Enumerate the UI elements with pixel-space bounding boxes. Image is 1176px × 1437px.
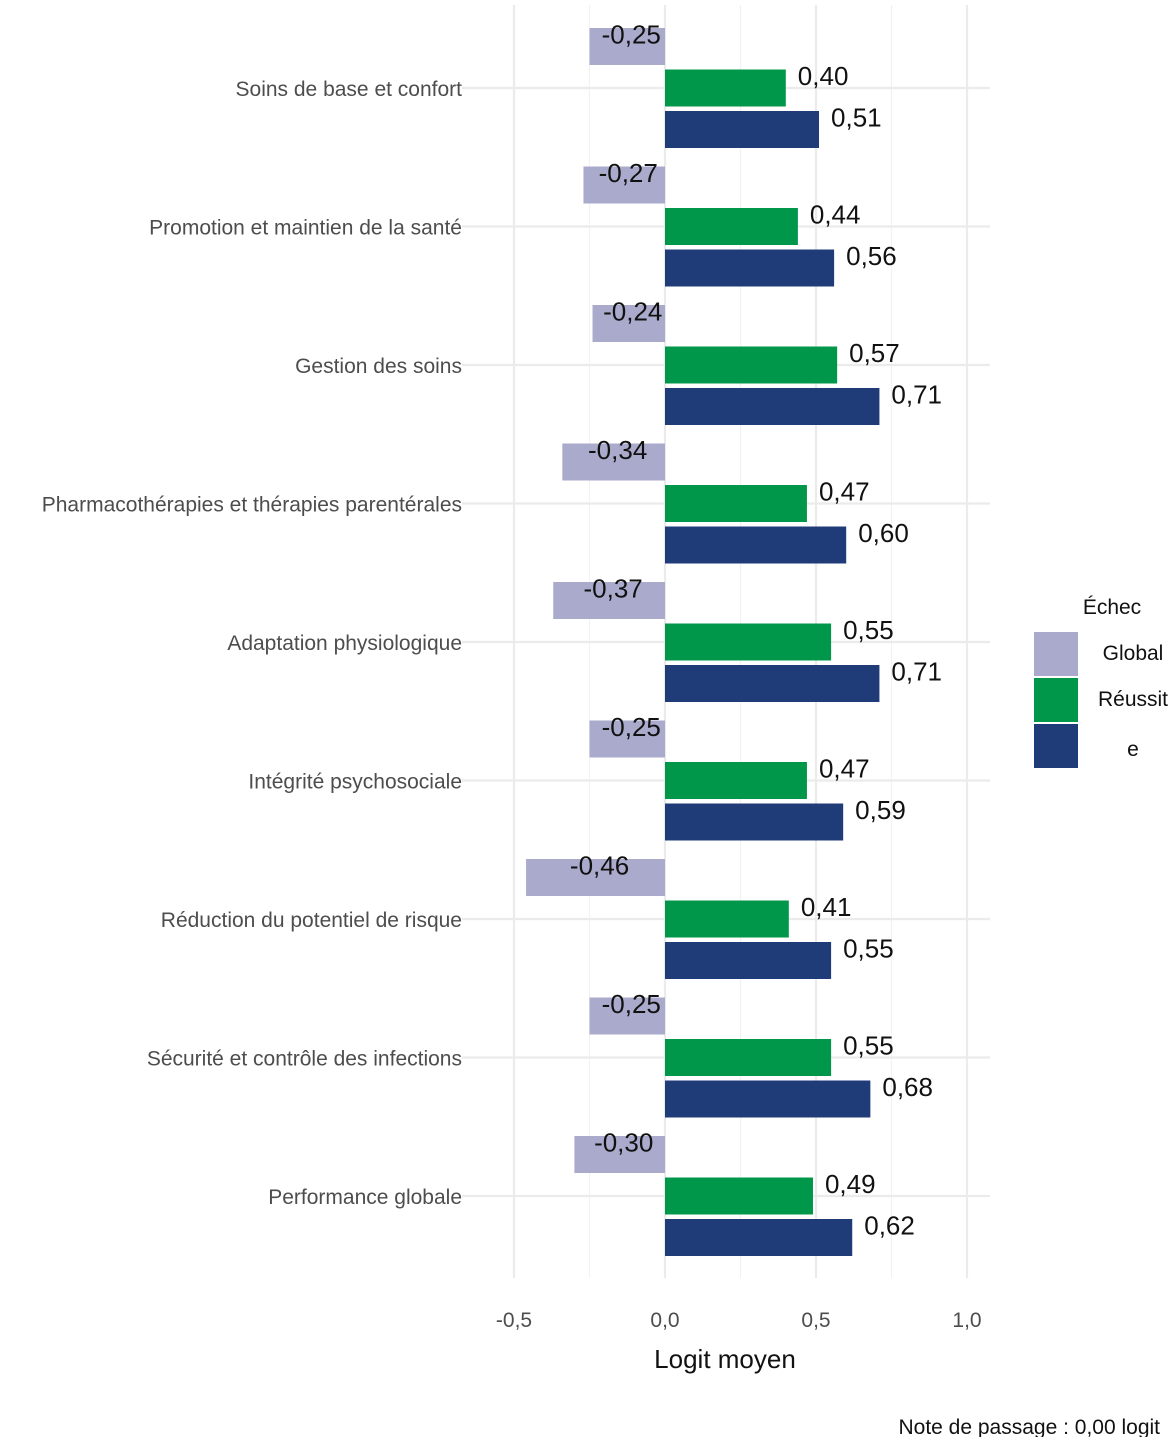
data-label: 0,60 [858, 518, 909, 548]
data-label: 0,40 [798, 61, 849, 91]
bar-reussite [665, 803, 844, 841]
x-tick-label: 0,0 [650, 1309, 679, 1332]
data-label: 0,47 [819, 477, 870, 507]
x-tick-label: -0,5 [496, 1309, 532, 1332]
data-label: -0,30 [594, 1128, 653, 1158]
data-label: 0,55 [843, 615, 894, 645]
bar-reussite [665, 1080, 871, 1118]
bar-global [665, 69, 786, 107]
bar-reussite [665, 1219, 853, 1256]
bar-reussite [665, 526, 847, 564]
data-label: -0,25 [602, 989, 661, 1019]
category-label: Performance globale [268, 1186, 462, 1209]
bar-global [665, 346, 838, 384]
data-label: 0,55 [843, 1031, 894, 1061]
data-label: 0,56 [846, 241, 897, 271]
data-label: 0,41 [801, 892, 852, 922]
data-label: 0,71 [891, 380, 942, 410]
data-label: -0,25 [602, 20, 661, 50]
bar-echec [592, 305, 665, 342]
bar-global [665, 1177, 813, 1215]
bar-global [665, 762, 807, 799]
data-label: -0,37 [583, 574, 642, 604]
bar-echec [574, 1136, 665, 1173]
legend-key [1034, 724, 1078, 768]
bar-echec [553, 582, 665, 619]
bar-echec [589, 28, 665, 65]
category-label: Pharmacothérapies et thérapies parentéra… [42, 494, 462, 517]
bar-reussite [665, 249, 835, 287]
x-tick-label: 1,0 [952, 1309, 981, 1332]
bar-global [665, 623, 832, 661]
bar-global [665, 208, 798, 245]
chart-caption: Note de passage : 0,00 logit [898, 1416, 1160, 1437]
data-label: 0,57 [849, 338, 900, 368]
category-label: Réduction du potentiel de risque [161, 909, 462, 932]
legend-label: Réussit [1098, 688, 1168, 711]
bar-reussite [665, 111, 820, 148]
data-label: 0,62 [864, 1211, 915, 1241]
data-label: -0,24 [603, 297, 662, 327]
legend: Échec Global Réussit e [1034, 596, 1168, 768]
data-label: 0,47 [819, 754, 870, 784]
data-label: 0,51 [831, 103, 882, 133]
data-label: -0,25 [602, 712, 661, 742]
data-label: 0,71 [891, 657, 942, 687]
bar-echec [562, 443, 665, 481]
data-label: 0,49 [825, 1169, 876, 1199]
category-label: Soins de base et confort [236, 78, 463, 101]
bar-global [665, 485, 807, 522]
bar-echec [589, 720, 665, 758]
data-label: 0,44 [810, 200, 861, 230]
category-label: Intégrité psychosociale [248, 771, 462, 794]
x-axis-title: Logit moyen [654, 1344, 796, 1374]
category-labels: Soins de base et confort Promotion et mai… [42, 78, 462, 1209]
data-label: -0,34 [588, 435, 647, 465]
bar-reussite [665, 388, 880, 425]
bar-global [665, 1039, 832, 1076]
legend-key [1034, 632, 1078, 676]
data-label: 0,59 [855, 795, 906, 825]
bar-global [665, 900, 789, 938]
bar-echec [589, 997, 665, 1035]
bar-reussite [665, 665, 880, 702]
data-label: -0,46 [570, 851, 629, 881]
category-label: Gestion des soins [295, 355, 462, 378]
category-label: Sécurité et contrôle des infections [147, 1048, 462, 1071]
legend-key [1034, 678, 1078, 722]
x-tick-label: 0,5 [801, 1309, 830, 1332]
category-label: Promotion et maintien de la santé [149, 217, 462, 240]
bar-echec [583, 166, 665, 204]
x-axis-ticks: -0,5 0,0 0,5 1,0 [496, 1309, 982, 1332]
bar-reussite [665, 942, 832, 979]
legend-label: Global [1103, 642, 1164, 665]
bar-echec [526, 859, 665, 896]
data-label: -0,27 [599, 158, 658, 188]
legend-title: Échec [1083, 596, 1141, 619]
legend-label: e [1127, 738, 1139, 761]
category-label: Adaptation physiologique [227, 632, 462, 655]
bars [526, 28, 880, 1256]
data-label: 0,68 [882, 1072, 933, 1102]
value-labels: -0,25 -0,27 -0,24 -0,34 -0,37 -0,25 -0,46 -0,25… [570, 20, 942, 1241]
data-label: 0,55 [843, 934, 894, 964]
